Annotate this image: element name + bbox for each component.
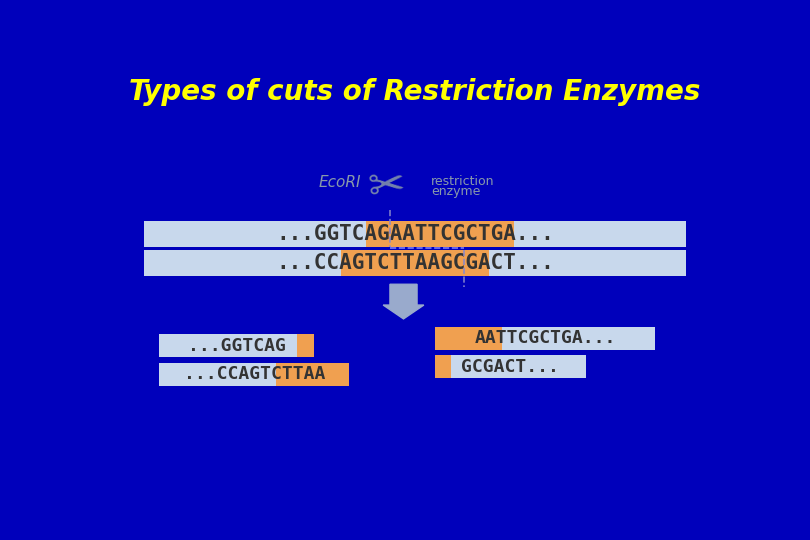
Bar [160,334,314,357]
Bar [434,327,502,350]
Bar [144,221,686,247]
Bar [434,355,586,378]
Text: ...GGTCAGAATTCGCTGA...: ...GGTCAGAATTCGCTGA... [276,224,554,244]
Bar [160,363,349,386]
Text: Types of cuts of Restriction Enzymes: Types of cuts of Restriction Enzymes [130,78,701,106]
Bar [276,363,349,386]
Text: GCGACT...: GCGACT... [461,357,559,376]
Text: ✂: ✂ [366,164,407,210]
Bar [341,249,489,276]
Text: enzyme: enzyme [431,185,480,198]
Text: restriction: restriction [431,176,494,188]
Bar [297,334,314,357]
Text: ...CCAGTCTTAAGCGACT...: ...CCAGTCTTAAGCGACT... [276,253,554,273]
Bar [434,355,451,378]
Bar [366,221,514,247]
Text: ...GGTCAG: ...GGTCAG [188,337,286,355]
Bar [434,327,655,350]
Text: AATTCGCTGA...: AATTCGCTGA... [474,329,616,347]
Text: EcoRI: EcoRI [319,175,361,190]
FancyArrow shape [383,284,424,319]
Text: ...CCAGTCTTAA: ...CCAGTCTTAA [184,366,325,383]
Bar [144,249,686,276]
